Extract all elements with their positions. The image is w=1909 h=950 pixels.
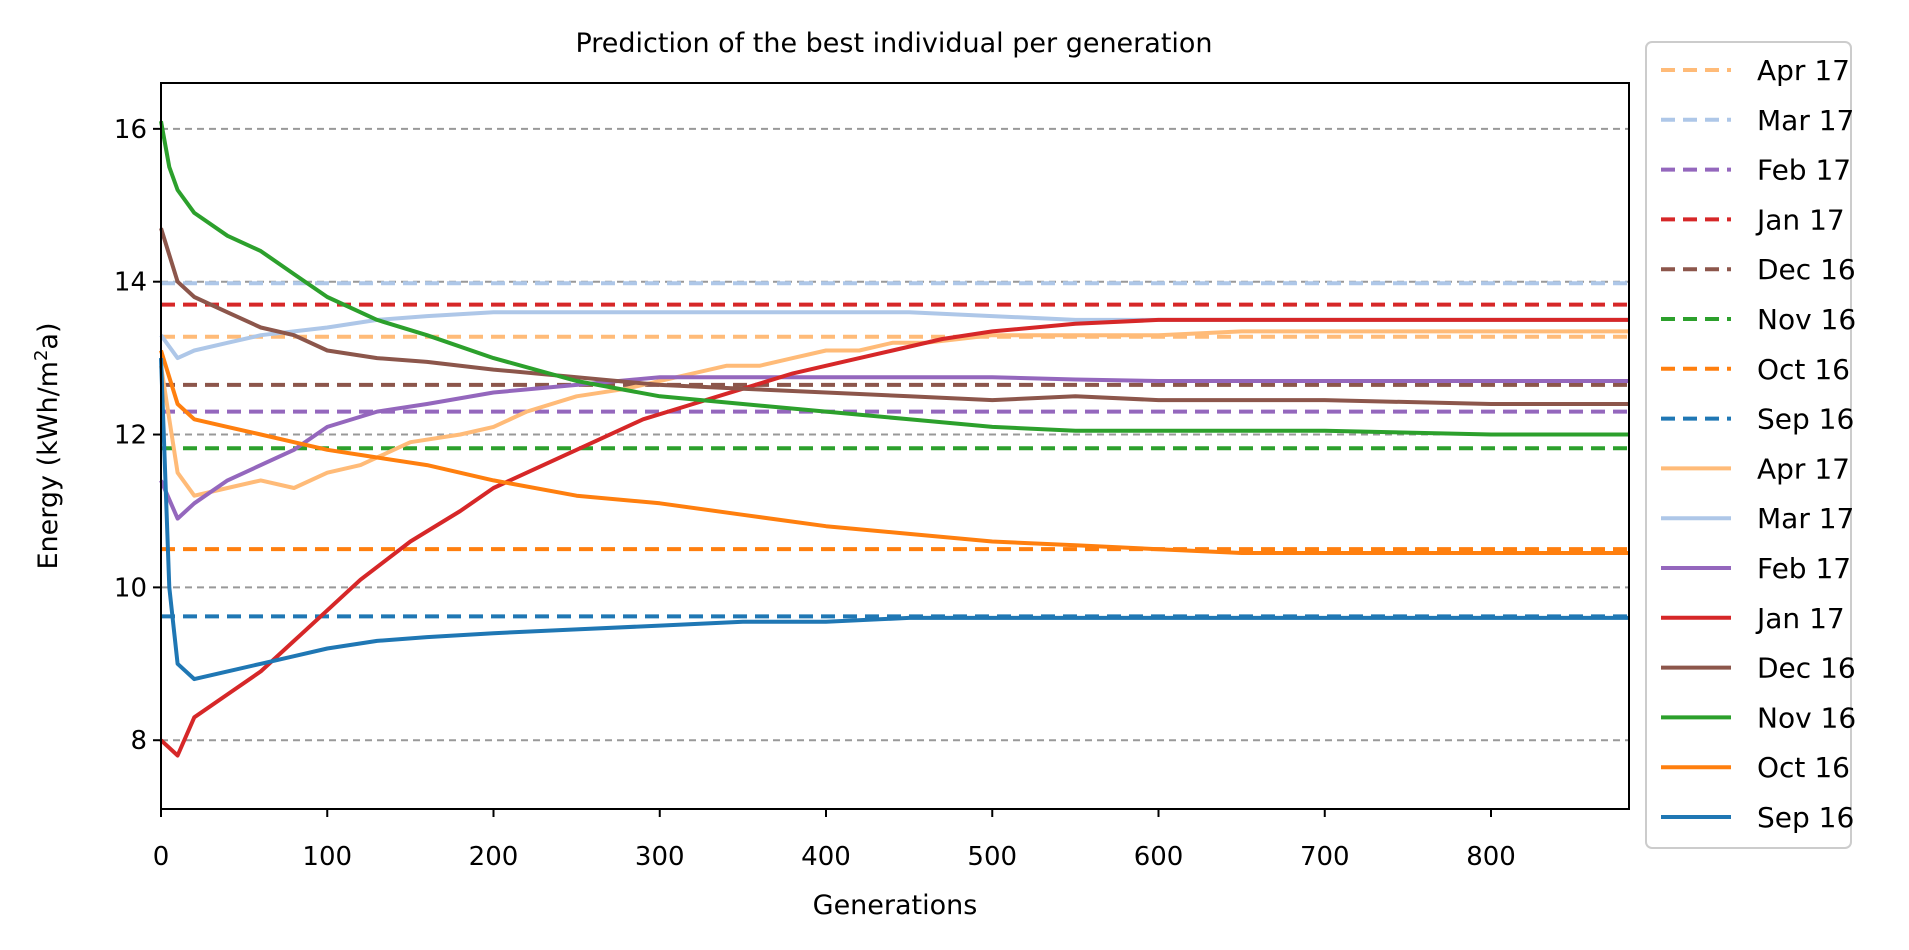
x-tick-label-4: 400	[801, 842, 851, 872]
x-tick-label-3: 300	[635, 842, 685, 872]
legend-label-2: Feb 17	[1757, 154, 1851, 187]
legend-label-11: Jan 17	[1755, 602, 1845, 635]
y-axis-ticks: 8 10 12 14 16	[114, 115, 161, 756]
series-line-6	[159, 349, 1629, 555]
x-axis-label: Generations	[813, 890, 978, 921]
legend-label-13: Nov 16	[1757, 701, 1856, 734]
x-tick-label-1: 100	[302, 842, 352, 872]
series-line-5	[159, 120, 1629, 437]
legend-label-8: Apr 17	[1757, 452, 1850, 485]
legend-label-15: Sep 16	[1757, 801, 1854, 834]
x-tick-label-5: 500	[967, 842, 1017, 872]
series-line-4	[159, 227, 1629, 406]
x-tick-label-0: 0	[153, 842, 170, 872]
y-tick-label-4: 16	[114, 115, 147, 145]
legend-label-12: Dec 16	[1757, 652, 1856, 685]
legend-label-7: Sep 16	[1757, 403, 1854, 436]
legend: Apr 17 Mar 17 Feb 17 Jan 17 Dec 16 Nov 16 Oct …	[1645, 41, 1856, 849]
y-axis-label-suffix: a)	[33, 322, 64, 349]
series-line-7	[159, 358, 1629, 682]
data-series	[159, 120, 1629, 758]
x-tick-label-6: 600	[1134, 842, 1184, 872]
y-axis-label-superscript: 2	[31, 350, 52, 361]
legend-label-0: Apr 17	[1757, 54, 1850, 87]
legend-label-4: Dec 16	[1757, 253, 1856, 286]
legend-frame	[1645, 41, 1852, 849]
y-axis-label-prefix: Energy (kWh/m	[33, 361, 64, 570]
x-tick-label-8: 800	[1466, 842, 1516, 872]
chart-title: Prediction of the best individual per ge…	[575, 28, 1212, 59]
x-axis-ticks: 0 100 200 300 400 500 600 700 800	[153, 809, 1516, 872]
legend-label-9: Mar 17	[1757, 502, 1854, 535]
plot-frame	[160, 82, 1630, 810]
y-tick-label-0: 8	[130, 726, 147, 756]
y-tick-label-3: 14	[114, 268, 147, 298]
legend-label-6: Oct 16	[1757, 353, 1850, 386]
series-line-0	[159, 329, 1629, 498]
legend-label-3: Jan 17	[1755, 203, 1845, 236]
legend-label-10: Feb 17	[1757, 552, 1851, 585]
series-line-2	[159, 375, 1629, 521]
legend-label-5: Nov 16	[1757, 303, 1856, 336]
y-axis-label: Energy (kWh/m2a)	[31, 322, 64, 569]
y-tick-label-1: 10	[114, 573, 147, 603]
legend-label-1: Mar 17	[1757, 104, 1854, 137]
y-tick-label-2: 12	[114, 421, 147, 451]
legend-label-14: Oct 16	[1757, 751, 1850, 784]
x-tick-label-2: 200	[469, 842, 519, 872]
x-tick-label-7: 700	[1300, 842, 1350, 872]
